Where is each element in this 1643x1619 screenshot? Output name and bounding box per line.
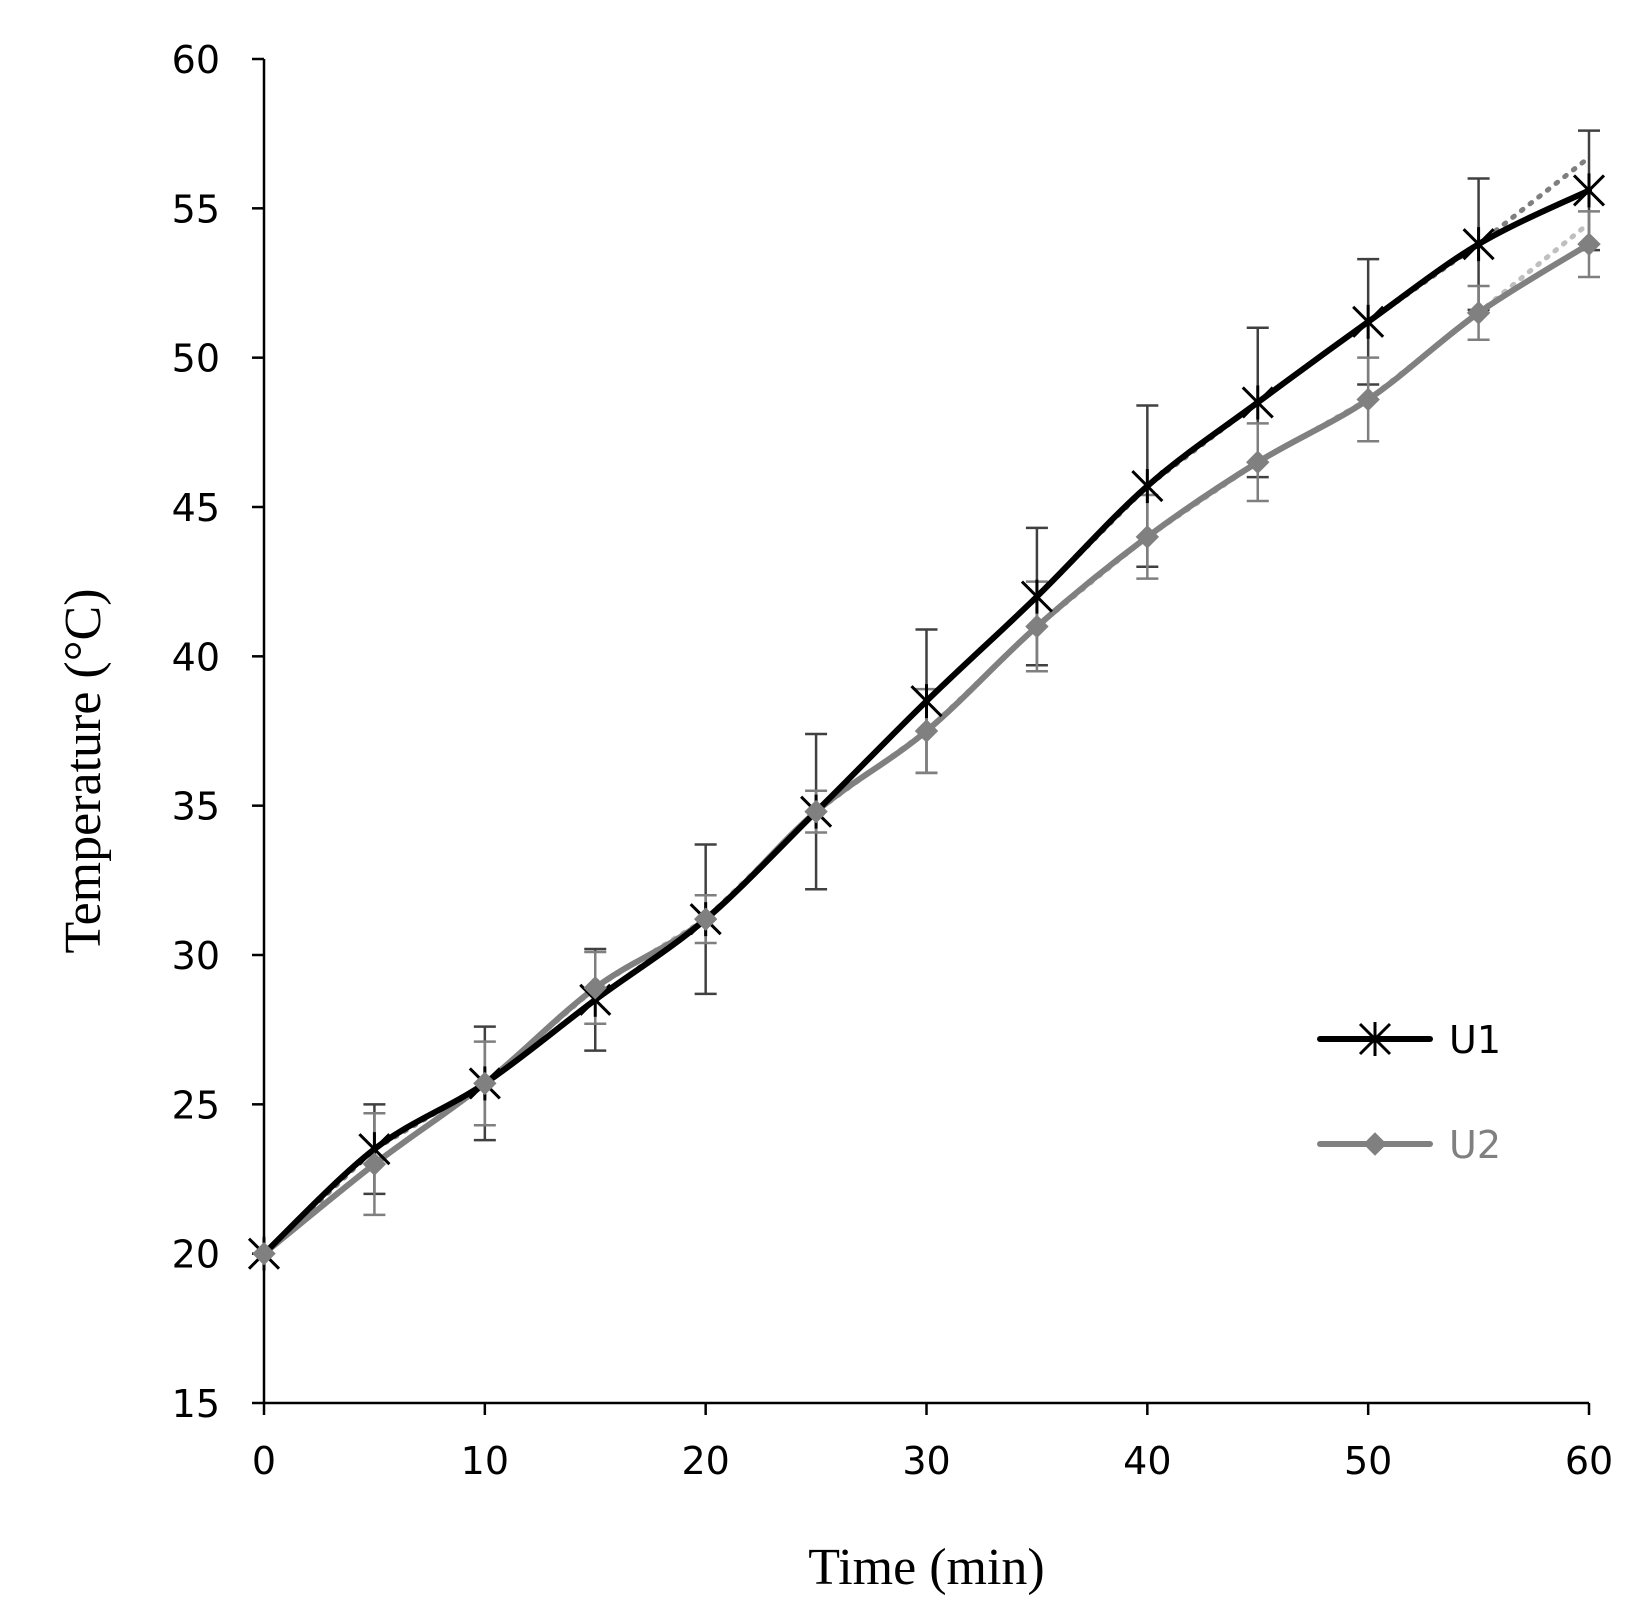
marker-U2 bbox=[1135, 525, 1160, 549]
y-tick-label: 15 bbox=[172, 1382, 220, 1426]
y-tick-label: 50 bbox=[172, 337, 220, 381]
y-tick-label: 30 bbox=[172, 934, 220, 978]
marker-U2 bbox=[362, 1152, 387, 1176]
y-axis-title: Temperature (°C) bbox=[55, 588, 112, 953]
y-tick-label: 25 bbox=[172, 1083, 220, 1127]
x-tick-label: 10 bbox=[461, 1439, 509, 1483]
x-axis-title: Time (min) bbox=[808, 1539, 1044, 1596]
x-tick-label: 20 bbox=[681, 1439, 729, 1483]
x-tick-label: 40 bbox=[1123, 1439, 1171, 1483]
marker-U2 bbox=[1025, 614, 1049, 639]
marker-U2 bbox=[1356, 387, 1380, 412]
y-tick-label: 35 bbox=[172, 785, 220, 829]
marker-U2 bbox=[252, 1241, 276, 1266]
y-tick-label: 40 bbox=[172, 635, 220, 679]
x-tick-label: 50 bbox=[1344, 1439, 1392, 1483]
marker-U2 bbox=[583, 976, 607, 1000]
series-markers bbox=[247, 173, 1606, 1271]
x-tick-label: 60 bbox=[1565, 1439, 1613, 1483]
marker-U2 bbox=[473, 1071, 497, 1096]
marker-U2 bbox=[693, 907, 718, 931]
marker-U2 bbox=[1466, 301, 1491, 325]
marker-U2 bbox=[804, 799, 828, 824]
axes: 15 20 25 30 35 40 45 50 55 60 0 10 20 30 40 50 60 bbox=[172, 38, 1614, 1483]
legend: U1 U2 bbox=[1317, 1018, 1501, 1167]
y-tick-label: 55 bbox=[172, 187, 220, 231]
marker-U2 bbox=[914, 719, 939, 743]
legend-label-U2: U2 bbox=[1449, 1123, 1501, 1167]
legend-marker-U2 bbox=[1363, 1132, 1387, 1156]
x-tick-label: 0 bbox=[252, 1439, 276, 1483]
error-bars bbox=[363, 129, 1600, 1217]
marker-U2 bbox=[1577, 232, 1601, 256]
y-tick-label: 60 bbox=[172, 38, 220, 82]
y-tick-label: 45 bbox=[172, 486, 220, 530]
y-tick-label: 20 bbox=[172, 1233, 220, 1277]
marker-U2 bbox=[1246, 450, 1270, 474]
legend-label-U1: U1 bbox=[1449, 1018, 1501, 1062]
x-tick-label: 30 bbox=[902, 1439, 950, 1483]
